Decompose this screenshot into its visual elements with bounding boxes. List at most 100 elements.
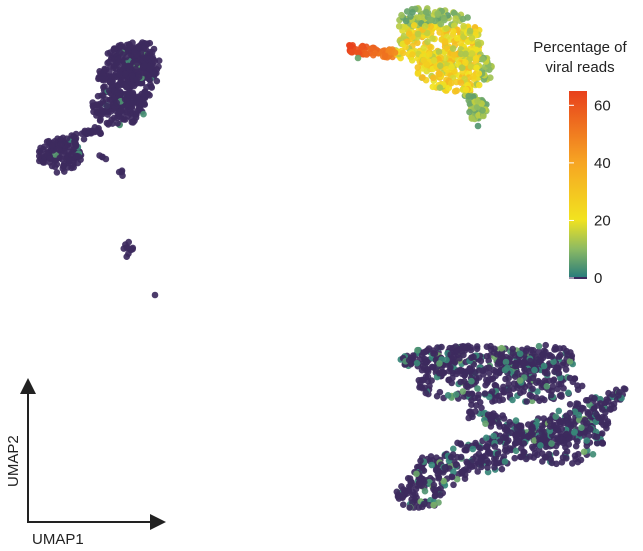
data-point xyxy=(447,351,454,358)
data-point xyxy=(522,455,530,463)
data-point xyxy=(421,487,429,495)
data-point xyxy=(464,460,471,467)
data-point xyxy=(435,48,443,56)
data-point xyxy=(463,446,470,454)
data-point xyxy=(538,395,546,402)
data-point xyxy=(469,413,476,421)
data-point xyxy=(435,70,443,78)
data-point xyxy=(132,114,140,121)
data-point xyxy=(443,356,450,364)
data-point xyxy=(448,453,455,461)
data-point xyxy=(546,423,554,430)
data-point xyxy=(451,359,459,366)
data-point xyxy=(417,383,425,391)
data-point xyxy=(363,51,370,58)
data-point xyxy=(422,389,430,397)
data-point xyxy=(567,421,574,428)
data-point xyxy=(434,10,442,17)
data-point xyxy=(537,442,544,449)
data-point xyxy=(490,459,498,466)
data-point xyxy=(453,475,461,483)
data-point xyxy=(557,380,565,388)
data-point xyxy=(89,99,96,106)
data-point xyxy=(395,23,403,30)
data-point xyxy=(552,345,560,353)
data-point xyxy=(458,470,466,477)
data-point xyxy=(125,238,132,246)
data-point xyxy=(449,45,457,52)
data-point xyxy=(53,169,61,176)
data-point xyxy=(113,99,120,107)
data-point xyxy=(462,50,470,58)
data-point xyxy=(505,374,512,382)
data-point xyxy=(488,388,496,395)
data-point xyxy=(408,57,416,64)
data-point xyxy=(472,439,479,447)
data-point xyxy=(474,468,482,475)
data-point xyxy=(510,380,518,387)
data-point xyxy=(466,408,473,416)
data-points-layer xyxy=(35,5,629,511)
axes-indicator: UMAP2 UMAP1 xyxy=(5,378,166,548)
data-point xyxy=(403,8,411,15)
data-point xyxy=(110,46,117,53)
data-point xyxy=(591,395,598,402)
data-point xyxy=(459,64,466,71)
data-point xyxy=(409,9,416,16)
data-point xyxy=(523,398,530,405)
data-point xyxy=(478,404,485,412)
data-point xyxy=(587,409,594,416)
data-point xyxy=(56,154,63,162)
data-point xyxy=(405,356,413,364)
colorbar-tick-label: 40 xyxy=(594,155,611,172)
data-point xyxy=(457,40,465,47)
data-point xyxy=(499,386,507,394)
data-point xyxy=(116,49,124,56)
data-point xyxy=(153,77,161,85)
data-point xyxy=(74,159,82,167)
data-point xyxy=(135,43,143,51)
data-point xyxy=(552,449,560,457)
data-point xyxy=(559,417,566,425)
data-point xyxy=(482,443,490,451)
data-point xyxy=(470,73,477,80)
data-point xyxy=(527,357,534,365)
data-point xyxy=(424,373,432,381)
data-point xyxy=(516,377,524,384)
data-point xyxy=(381,52,389,60)
data-point xyxy=(581,429,589,436)
data-point xyxy=(457,50,465,58)
data-point xyxy=(559,436,566,443)
data-point xyxy=(503,448,511,455)
data-point xyxy=(457,366,464,374)
data-point xyxy=(468,354,475,362)
data-point xyxy=(462,59,469,66)
data-point xyxy=(461,372,468,379)
data-point xyxy=(472,55,480,62)
data-point xyxy=(57,135,65,143)
data-point xyxy=(474,385,481,392)
data-point xyxy=(550,377,557,385)
data-point xyxy=(539,458,546,465)
data-point xyxy=(483,434,490,442)
data-point xyxy=(103,102,111,110)
data-point xyxy=(468,377,475,385)
data-point xyxy=(526,382,533,389)
data-point xyxy=(436,369,443,377)
data-point xyxy=(583,437,591,444)
data-point xyxy=(548,391,555,399)
data-point xyxy=(423,61,430,68)
data-point xyxy=(86,128,94,135)
data-point xyxy=(114,89,121,97)
data-point xyxy=(105,87,113,95)
data-point xyxy=(115,82,123,90)
data-point xyxy=(46,155,54,162)
data-point xyxy=(450,468,457,476)
data-point xyxy=(60,162,67,170)
data-point xyxy=(421,348,429,356)
data-point xyxy=(71,138,78,145)
data-point xyxy=(452,461,460,469)
data-point xyxy=(133,76,140,83)
data-point xyxy=(433,465,440,472)
